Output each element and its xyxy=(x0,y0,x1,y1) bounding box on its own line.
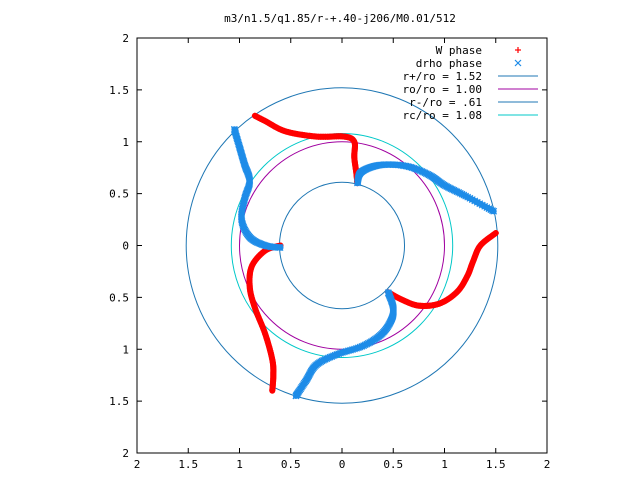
data-point xyxy=(333,351,341,358)
x-tick-label: 1 xyxy=(441,458,448,471)
y-tick-label: 2 xyxy=(122,447,129,460)
data-point xyxy=(273,243,281,251)
data-point xyxy=(464,193,472,201)
data-point xyxy=(249,260,256,267)
legend-entry: drho phase xyxy=(416,57,522,70)
legend-marker xyxy=(515,47,521,53)
y-tick-label: 0 xyxy=(122,240,129,253)
y-tick-label: 2 xyxy=(122,32,129,45)
data-point xyxy=(343,347,350,355)
legend-label: rc/ro = 1.08 xyxy=(403,109,482,122)
x-tick-label: 0.5 xyxy=(281,458,301,471)
tick-layer: 2 1.5 1 0.5 0 0.5 1 1.5 221.510.500.511.52 xyxy=(109,32,550,471)
y-tick-label: 1 xyxy=(122,343,129,356)
y-tick-label: 1.5 xyxy=(109,395,129,408)
circle-r+ro xyxy=(185,87,499,404)
legend-marker xyxy=(514,59,522,67)
x-tick-label: 2 xyxy=(134,458,141,471)
data-point xyxy=(351,345,358,353)
legend-label: ro/ro = 1.00 xyxy=(403,83,482,96)
legend-label: W phase xyxy=(436,44,482,57)
data-point xyxy=(337,349,344,357)
y-tick-label: 1.5 xyxy=(109,84,129,97)
data-point xyxy=(347,346,354,354)
data-point xyxy=(384,289,392,297)
data-point xyxy=(335,350,343,358)
series-w-phase xyxy=(246,112,499,394)
data-point xyxy=(460,191,468,199)
data-point xyxy=(353,344,360,352)
plot-border xyxy=(136,37,548,454)
x-tick-label: 0 xyxy=(339,458,346,471)
legend-entry: r+/ro = 1.52 xyxy=(403,70,538,83)
legend-label: drho phase xyxy=(416,57,482,70)
data-point xyxy=(269,387,276,394)
y-tick-label: 0.5 xyxy=(109,291,129,304)
legend-entry: W phase xyxy=(436,44,521,57)
y-tick-label: 1 xyxy=(122,136,129,149)
data-point xyxy=(458,190,466,198)
series-drho-phase xyxy=(230,125,498,400)
x-tick-label: 1 xyxy=(236,458,243,471)
data-point xyxy=(354,179,361,187)
data-point xyxy=(349,346,356,354)
x-tick-label: 2 xyxy=(544,458,551,471)
data-point xyxy=(354,344,362,352)
legend-entry: ro/ro = 1.00 xyxy=(403,83,538,96)
data-point xyxy=(462,192,470,200)
legend-label: r+/ro = 1.52 xyxy=(403,70,482,83)
chart-title: m3/n1.5/q1.85/r-+.40-j206/M0.01/512 xyxy=(224,12,456,25)
data-point xyxy=(339,349,346,356)
x-tick-label: 1.5 xyxy=(178,458,198,471)
plot-frame-layer xyxy=(136,37,548,454)
y-tick-label: 0.5 xyxy=(109,188,129,201)
legend-entry: rc/ro = 1.08 xyxy=(403,109,538,122)
x-tick-label: 0.5 xyxy=(383,458,403,471)
data-point xyxy=(276,244,284,251)
point-layer xyxy=(230,112,499,400)
data-point xyxy=(331,351,339,359)
data-point xyxy=(340,348,348,356)
data-point xyxy=(345,347,352,355)
legend-label: r-/ro = .61 xyxy=(409,96,482,109)
x-tick-label: 1.5 xyxy=(486,458,506,471)
legend-entry: r-/ro = .61 xyxy=(409,96,538,109)
